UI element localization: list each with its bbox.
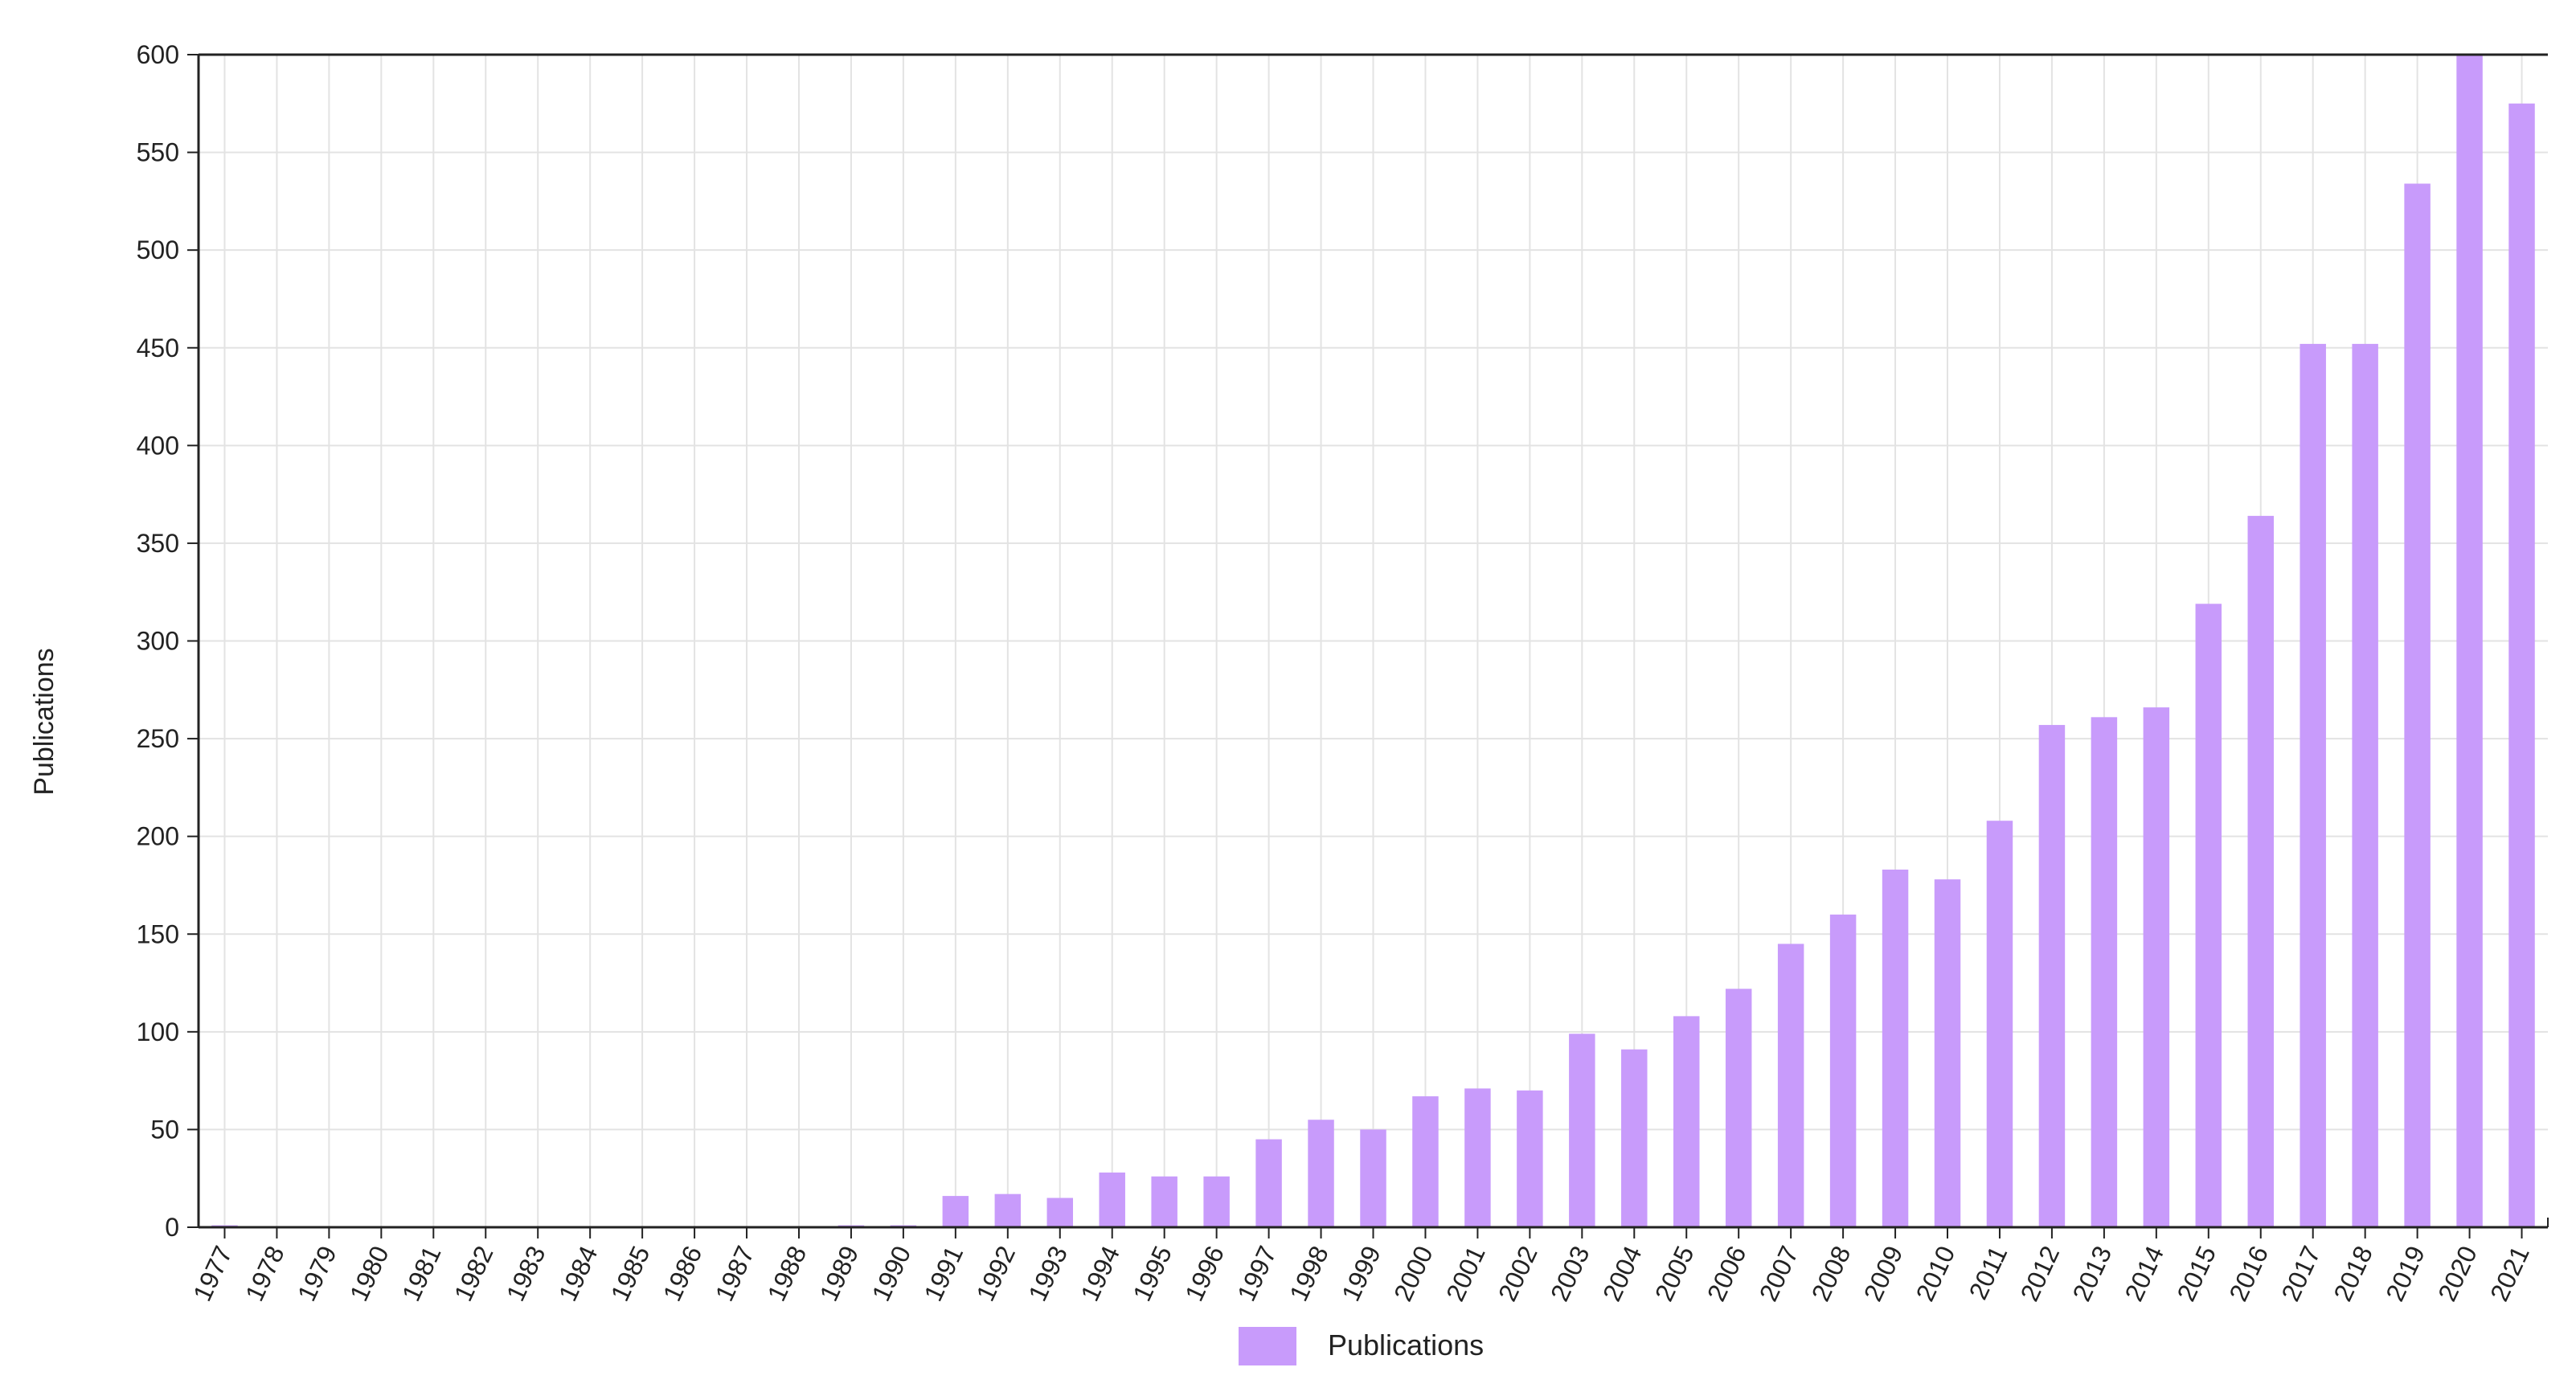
- bar-1993[interactable]: [1046, 1198, 1074, 1227]
- bar-2009[interactable]: [1882, 870, 1909, 1227]
- x-tick-label: 1985: [605, 1242, 656, 1306]
- bar-2014[interactable]: [2143, 707, 2170, 1227]
- bar-1995[interactable]: [1151, 1176, 1177, 1227]
- x-tick-label: 2020: [2432, 1242, 2483, 1306]
- bar-2015[interactable]: [2195, 604, 2222, 1227]
- bar-2020[interactable]: [2456, 55, 2483, 1227]
- bar-2005[interactable]: [1673, 1016, 1700, 1227]
- y-tick-label: 600: [137, 40, 179, 69]
- bar-2013[interactable]: [2091, 717, 2118, 1227]
- x-tick-label: 1991: [918, 1242, 969, 1306]
- bar-2003[interactable]: [1569, 1034, 1595, 1227]
- x-tick-label: 1982: [448, 1242, 499, 1306]
- bar-2004[interactable]: [1621, 1049, 1648, 1227]
- y-tick-label: 400: [137, 431, 179, 460]
- x-tick-labels: 1977 1978 1979 1980 1981 1982 1983 1984 1985 1986…: [187, 1242, 2535, 1306]
- x-tick-label: 2013: [2067, 1242, 2118, 1306]
- bar-1999[interactable]: [1360, 1129, 1386, 1227]
- x-tick-label: 2014: [2119, 1242, 2169, 1306]
- x-tick-label: 1986: [657, 1242, 708, 1306]
- y-axis-title: Publications: [29, 648, 59, 795]
- x-tick-label: 1989: [814, 1242, 865, 1306]
- y-tick-label: 50: [150, 1115, 179, 1144]
- bar-1992[interactable]: [994, 1193, 1022, 1227]
- x-tick-label: 2017: [2275, 1242, 2326, 1306]
- y-tick-label: 350: [137, 529, 179, 558]
- bar-2010[interactable]: [1934, 879, 1961, 1227]
- x-tick-label: 1994: [1075, 1242, 1125, 1306]
- x-tick-label: 2005: [1649, 1242, 1700, 1306]
- bar-2006[interactable]: [1725, 989, 1752, 1227]
- bar-1997[interactable]: [1255, 1139, 1282, 1227]
- x-tick-label: 2006: [1702, 1242, 1752, 1306]
- bar-2007[interactable]: [1777, 944, 1804, 1227]
- bar-2011[interactable]: [1986, 821, 2013, 1227]
- x-tick-label: 2003: [1545, 1242, 1595, 1306]
- x-tick-label: 1980: [344, 1242, 395, 1306]
- y-tick-label: 550: [137, 138, 179, 167]
- bar-1998[interactable]: [1308, 1120, 1334, 1227]
- x-tick-label: 2007: [1754, 1242, 1804, 1306]
- x-tick-label: 2015: [2171, 1242, 2222, 1306]
- bar-1991[interactable]: [942, 1196, 969, 1227]
- x-tick-label: 2011: [1964, 1242, 2013, 1304]
- x-tick-label: 1996: [1179, 1242, 1230, 1306]
- bar-1996[interactable]: [1203, 1176, 1230, 1227]
- x-tick-label: 2021: [2484, 1242, 2535, 1306]
- x-tick-label: 1979: [292, 1242, 342, 1306]
- y-tick-labels: 0 50 100 150 200 250 300 350 400 450 500 550 600: [137, 40, 179, 1242]
- bar-1994[interactable]: [1099, 1172, 1125, 1227]
- bar-2001[interactable]: [1464, 1088, 1491, 1227]
- bar-2018[interactable]: [2352, 343, 2378, 1227]
- x-tick-label: 1984: [553, 1242, 604, 1306]
- y-tick-label: 150: [137, 919, 179, 948]
- legend[interactable]: Publications: [1239, 1327, 1484, 1365]
- bar-2000[interactable]: [1412, 1096, 1439, 1227]
- axes: [187, 53, 2549, 1238]
- x-tick-label: 2000: [1388, 1242, 1439, 1306]
- x-tick-label: 1997: [1231, 1242, 1282, 1306]
- y-tick-label: 200: [137, 822, 179, 851]
- x-tick-label: 1988: [762, 1242, 813, 1306]
- y-tick-label: 300: [137, 627, 179, 656]
- x-tick-label: 2018: [2328, 1242, 2378, 1306]
- x-tick-label: 2012: [2015, 1242, 2066, 1306]
- bar-2012[interactable]: [2038, 725, 2066, 1227]
- x-tick-label: 2009: [1858, 1242, 1909, 1306]
- x-tick-label: 2008: [1806, 1242, 1857, 1306]
- x-tick-label: 2019: [2380, 1242, 2431, 1306]
- bar-2008[interactable]: [1829, 914, 1857, 1227]
- x-tick-label: 1998: [1284, 1242, 1334, 1306]
- bar-2019[interactable]: [2404, 183, 2431, 1228]
- y-tick-label: 450: [137, 334, 179, 362]
- x-tick-label: 1981: [396, 1242, 447, 1306]
- x-tick-label: 2010: [1910, 1242, 1961, 1306]
- x-tick-label: 2001: [1440, 1242, 1491, 1306]
- bar-2021[interactable]: [2508, 103, 2535, 1228]
- x-tick-label: 2016: [2223, 1242, 2274, 1306]
- legend-label: Publications: [1328, 1329, 1484, 1361]
- y-tick-label: 100: [137, 1017, 179, 1046]
- x-tick-label: 1987: [710, 1242, 760, 1306]
- bar-2016[interactable]: [2247, 515, 2274, 1227]
- bars: [211, 55, 2535, 1228]
- x-tick-label: 1993: [1022, 1242, 1073, 1306]
- x-tick-label: 1983: [501, 1242, 551, 1306]
- y-tick-label: 0: [165, 1213, 179, 1242]
- bar-2002[interactable]: [1517, 1090, 1543, 1227]
- bar-2017[interactable]: [2300, 343, 2326, 1227]
- x-tick-label: 1999: [1336, 1242, 1386, 1306]
- x-tick-label: 2004: [1597, 1242, 1648, 1306]
- legend-swatch: [1239, 1327, 1296, 1365]
- y-tick-label: 500: [137, 235, 179, 264]
- x-tick-label: 1992: [970, 1242, 1021, 1306]
- y-tick-label: 250: [137, 724, 179, 753]
- x-tick-label: 1990: [866, 1242, 917, 1306]
- x-tick-label: 2002: [1493, 1242, 1543, 1306]
- x-tick-label: 1995: [1127, 1242, 1177, 1306]
- x-tick-label: 1978: [240, 1242, 290, 1306]
- x-tick-label: 1977: [187, 1242, 238, 1306]
